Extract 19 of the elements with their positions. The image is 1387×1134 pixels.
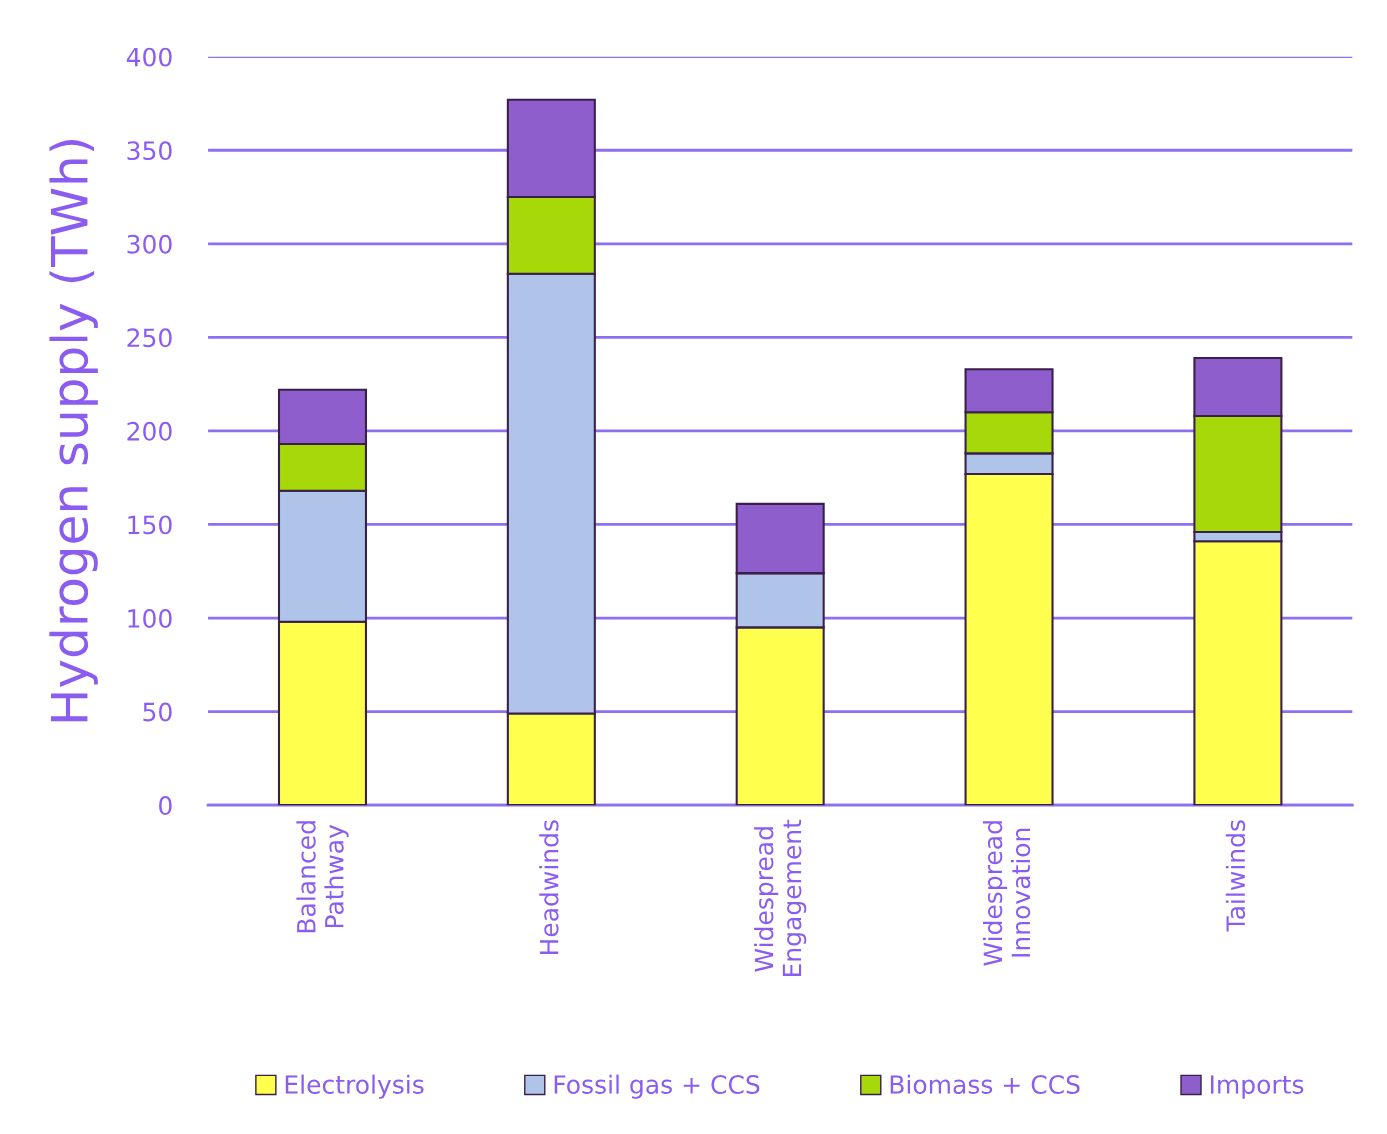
x-tick-label: Headwinds: [539, 820, 559, 955]
y-tick-label: 150: [128, 515, 172, 535]
x-tick-label: Widespread Engagement: [754, 819, 807, 977]
x-tick-label: Balanced Pathway: [296, 821, 349, 933]
y-tick-label: 350: [127, 141, 172, 161]
y-tick-label: 50: [143, 702, 172, 722]
y-tick-label: 400: [126, 47, 172, 67]
legend-label: Imports: [1210, 1075, 1304, 1099]
legend-label: Fossil gas + CCS: [554, 1074, 760, 1099]
x-tick-label: Tailwinds: [1225, 820, 1246, 932]
y-axis-title: Hydrogen supply (TWh): [49, 140, 98, 722]
legend-label: Electrolysis: [285, 1074, 424, 1099]
y-tick-label: 300: [127, 234, 172, 254]
x-tick-label: Widespread Innovation: [982, 821, 1031, 966]
y-tick-label: 0: [159, 796, 172, 815]
y-tick-label: 100: [128, 608, 172, 628]
y-tick-label: 200: [127, 421, 172, 441]
legend-label: Biomass + CCS: [890, 1074, 1080, 1094]
y-tick-label: 250: [127, 328, 172, 348]
